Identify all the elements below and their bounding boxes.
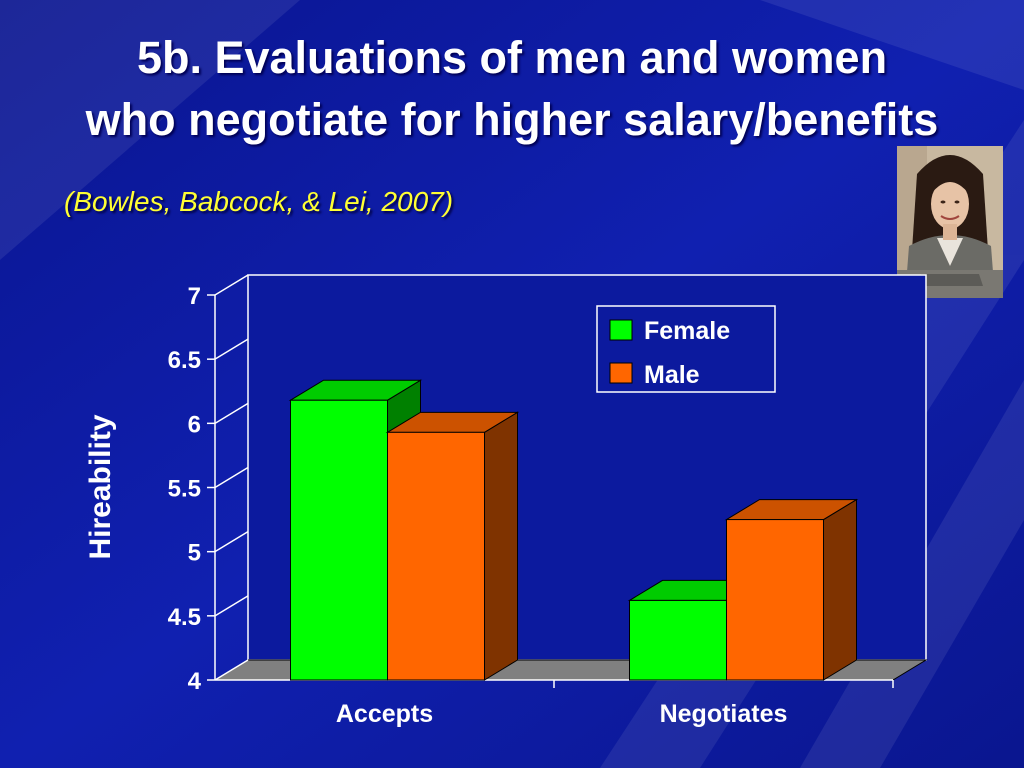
bar-side-male-accepts	[484, 411, 518, 681]
bar-side-male-negotiates	[823, 498, 857, 681]
legend-label-female: Female	[644, 317, 730, 345]
y-tick-depth-line	[214, 338, 249, 360]
y-tick-label: 4	[188, 668, 202, 695]
y-tick-label: 4.5	[168, 604, 201, 631]
y-tick-depth-line	[214, 402, 249, 424]
y-axis-label: Hireability	[84, 414, 117, 559]
legend-label-male: Male	[644, 361, 700, 389]
y-tick-label: 6	[188, 411, 201, 438]
legend-swatch-female	[609, 319, 633, 341]
bar-male-accepts	[387, 431, 485, 681]
y-tick-depth-line	[214, 531, 249, 553]
legend: Female Male	[596, 305, 776, 393]
slide-title-line-2: who negotiate for higher salary/benefits	[85, 94, 939, 145]
y-tick-depth-line	[214, 274, 249, 296]
y-tick-depth-line	[214, 595, 249, 617]
bar-female-negotiates	[629, 599, 727, 681]
legend-swatch-male	[609, 362, 633, 384]
x-category-label: Negotiates	[660, 700, 788, 728]
x-category-label: Accepts	[336, 700, 433, 728]
y-tick-label: 5.5	[168, 476, 201, 503]
y-tick-label: 5	[188, 540, 201, 567]
bar-male-negotiates	[726, 519, 824, 681]
slide-title-line-1: 5b. Evaluations of men and women	[136, 32, 888, 83]
y-tick-label: 6.5	[168, 347, 201, 374]
y-tick-depth-line	[214, 466, 249, 489]
y-tick-label: 7	[188, 283, 201, 310]
bar-female-accepts	[290, 399, 388, 681]
citation: (Bowles, Babcock, & Lei, 2007)	[64, 186, 454, 217]
y-tick-depth-line	[214, 659, 249, 681]
